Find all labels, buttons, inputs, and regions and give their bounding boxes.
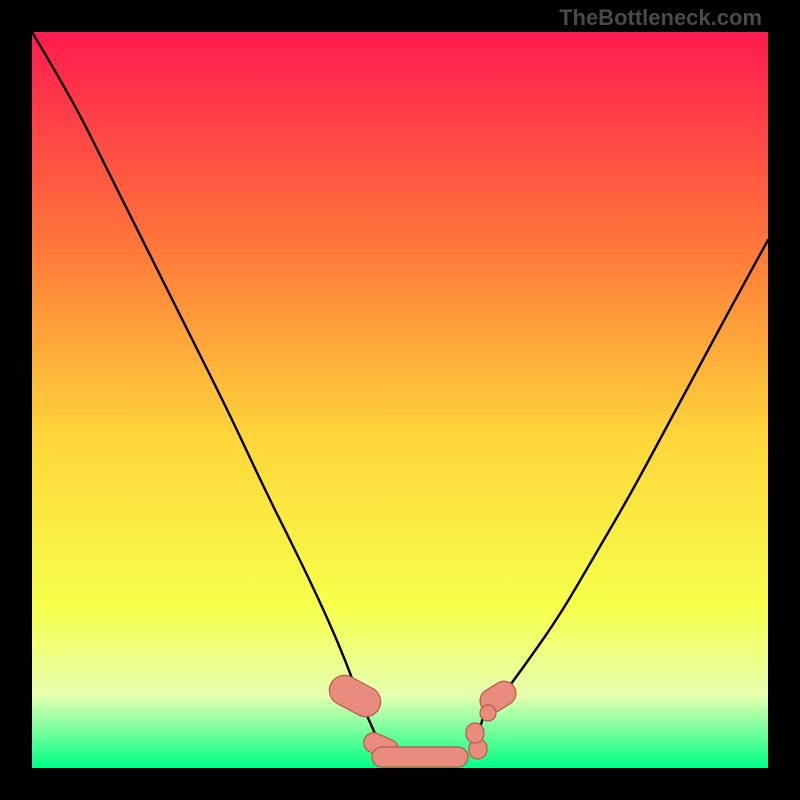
sausage-4 [466,723,484,743]
gradient-plot [0,0,800,800]
sausage-2 [372,747,468,767]
sausage-6 [480,705,496,721]
gradient-background [32,32,768,768]
